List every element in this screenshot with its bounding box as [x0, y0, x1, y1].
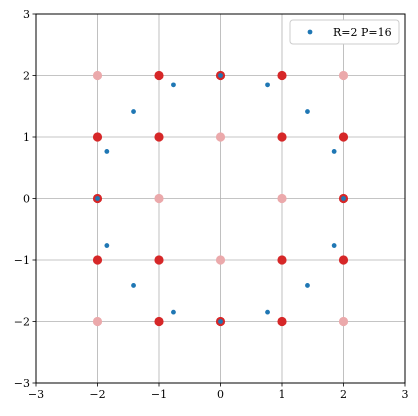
y-tick-label: 2 [23, 70, 30, 83]
data-point-red [277, 255, 287, 265]
y-tick-label: 1 [23, 131, 30, 144]
data-point-blue [171, 309, 176, 315]
data-point-red [338, 132, 349, 142]
data-point-red [277, 316, 287, 327]
data-point-pink [92, 70, 103, 81]
data-point-blue [131, 283, 136, 288]
y-tick-label: 0 [23, 193, 30, 206]
data-point-blue [131, 109, 136, 114]
data-point-red [154, 255, 164, 265]
data-point-blue [331, 243, 337, 248]
x-tick-label: 1 [279, 388, 286, 401]
data-point-pink [277, 193, 287, 204]
y-tick-label: 3 [23, 8, 30, 21]
y-tick-label: −2 [14, 316, 30, 329]
data-point-red [154, 316, 164, 327]
data-point-red [92, 132, 103, 142]
x-tick-label: −2 [89, 388, 105, 401]
data-point-pink [215, 132, 226, 142]
x-tick-label: 2 [340, 388, 347, 401]
data-point-pink [215, 255, 226, 265]
legend-label: R=2 P=16 [333, 26, 392, 39]
plot-frame [35, 13, 406, 384]
x-tick-label: 0 [217, 388, 224, 401]
x-tick-label: −3 [28, 388, 44, 401]
data-point-pink [338, 316, 349, 327]
data-point-red [154, 70, 164, 81]
data-point-blue [218, 73, 223, 78]
data-point-blue [341, 196, 346, 201]
data-point-blue [305, 109, 310, 114]
data-point-pink [92, 316, 103, 327]
legend-marker [307, 29, 313, 35]
data-point-blue [265, 82, 270, 88]
x-tick-label: −1 [151, 388, 167, 401]
data-point-red [92, 255, 103, 265]
data-point-blue [104, 243, 110, 248]
legend-box [289, 19, 400, 45]
data-point-red [338, 255, 349, 265]
data-point-pink [338, 70, 349, 81]
data-point-blue [95, 196, 100, 201]
x-tick-label: 3 [402, 388, 409, 401]
data-point-red [154, 132, 164, 142]
data-points [92, 70, 349, 327]
legend: R=2 P=16 [289, 19, 400, 45]
y-tick-label: −3 [14, 377, 30, 390]
data-point-pink [154, 193, 164, 204]
axis-ticks: −3 −2 −1 0 1 2 3 −3 −2 −1 0 1 2 3 [14, 8, 409, 401]
data-point-blue [218, 319, 223, 324]
data-point-blue [171, 82, 176, 88]
data-point-blue [265, 309, 270, 315]
data-point-red [277, 70, 287, 81]
data-point-blue [104, 149, 110, 154]
y-tick-label: −1 [14, 254, 30, 267]
data-point-blue [305, 283, 310, 288]
data-point-red [277, 132, 287, 142]
data-point-blue [331, 149, 337, 154]
grid [35, 13, 406, 384]
